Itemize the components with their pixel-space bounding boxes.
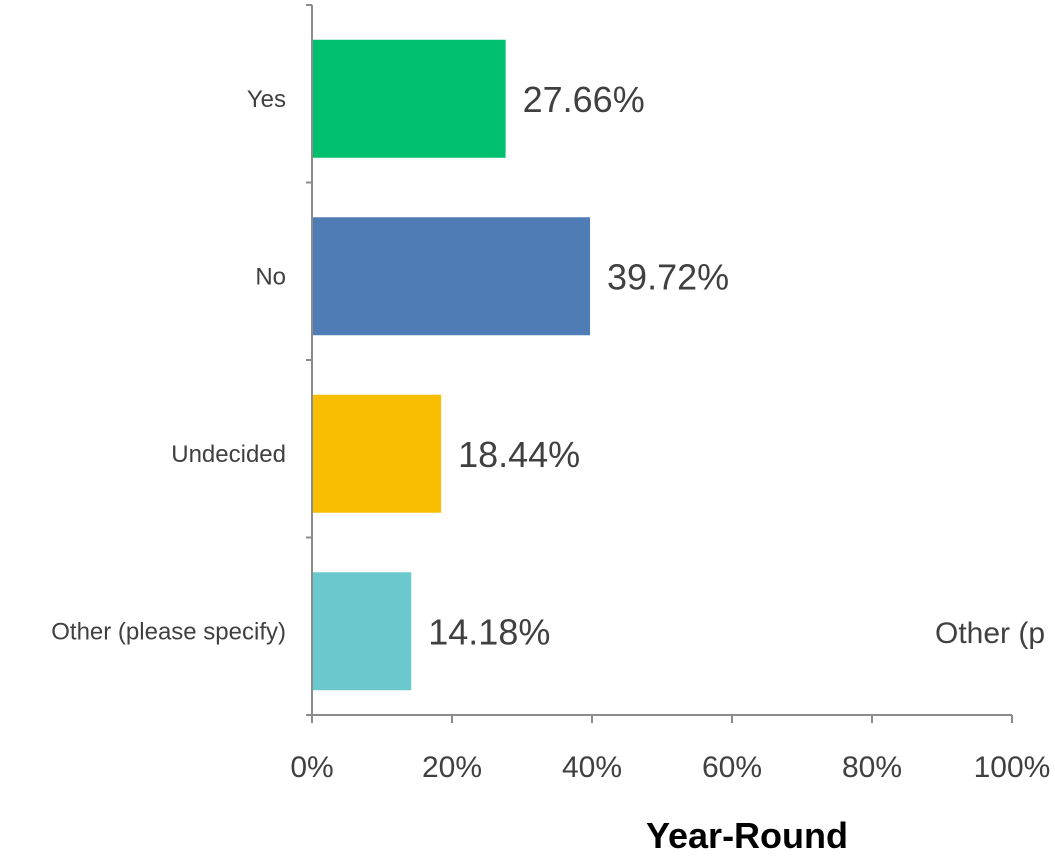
x-tick-label: 0% bbox=[290, 751, 333, 784]
axes-layer bbox=[306, 4, 1013, 723]
category-label: Other (please specify) bbox=[51, 618, 286, 645]
bar-yes bbox=[312, 39, 506, 158]
data-label: 27.66% bbox=[523, 79, 645, 120]
x-tick-label: 20% bbox=[422, 751, 482, 784]
category-label: Undecided bbox=[171, 441, 286, 468]
category-label: No bbox=[255, 263, 286, 290]
category-label: Yes bbox=[247, 86, 286, 113]
labels-layer: Yes 27.66% No 39.72% Undecided 18.44% Other (p… bbox=[51, 79, 1050, 784]
x-tick-label: 100% bbox=[974, 751, 1051, 784]
bar-undecided bbox=[312, 394, 442, 513]
overflow-legend-text: Other (p bbox=[935, 617, 1045, 650]
bars-layer bbox=[312, 39, 591, 691]
chart-title: Year-Round bbox=[646, 815, 848, 856]
bar-other-please-specify bbox=[312, 572, 412, 691]
x-tick-label: 80% bbox=[842, 751, 902, 784]
x-tick-label: 40% bbox=[562, 751, 622, 784]
x-tick-label: 60% bbox=[702, 751, 762, 784]
data-label: 18.44% bbox=[458, 434, 580, 475]
bar-no bbox=[312, 217, 591, 336]
data-label: 39.72% bbox=[607, 256, 729, 297]
data-label: 14.18% bbox=[428, 611, 550, 652]
